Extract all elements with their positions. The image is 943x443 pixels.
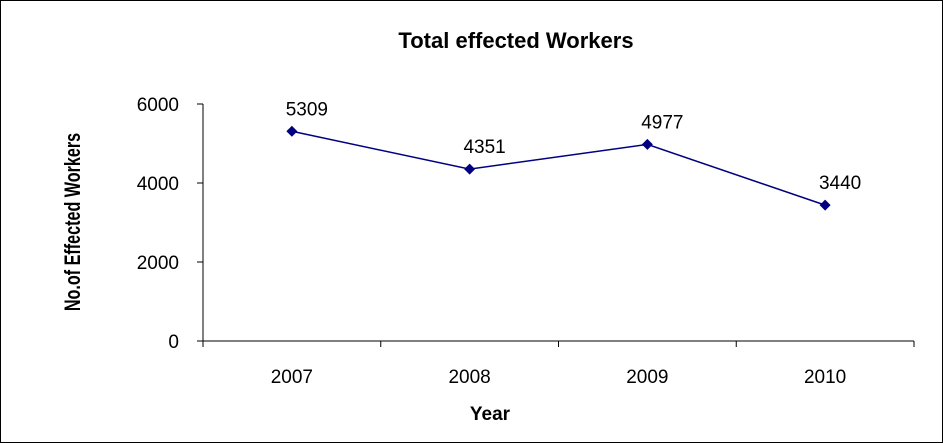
x-tick-label: 2007 <box>271 367 313 388</box>
x-tick-label: 2009 <box>626 367 668 388</box>
y-tick-label: 2000 <box>137 253 179 274</box>
data-point-marker <box>641 138 653 150</box>
x-axis-ticks: 2007 2008 2009 2010 <box>202 341 915 388</box>
y-tick-label: 4000 <box>137 174 179 195</box>
y-tick-label: 0 <box>168 332 179 353</box>
y-tick-label: 6000 <box>137 95 179 116</box>
y-axis-title: No.of Effected Workers <box>62 133 86 311</box>
x-axis-title: Year <box>470 404 511 425</box>
data-markers <box>286 125 831 211</box>
data-value-label: 4977 <box>641 112 683 133</box>
chart-title: Total effected Workers <box>398 28 633 53</box>
series-line <box>291 130 826 206</box>
data-point-marker <box>286 125 298 137</box>
data-value-label: 4351 <box>463 137 505 158</box>
data-point-marker <box>819 199 831 211</box>
y-axis-ticks: 0 2000 4000 6000 <box>137 95 203 353</box>
data-value-label: 5309 <box>286 99 328 120</box>
data-labels: 5309 4351 4977 3440 <box>286 99 862 194</box>
data-point-marker <box>464 163 476 175</box>
x-tick-label: 2010 <box>804 367 846 388</box>
data-value-label: 3440 <box>819 173 861 194</box>
x-tick-label: 2008 <box>448 367 490 388</box>
